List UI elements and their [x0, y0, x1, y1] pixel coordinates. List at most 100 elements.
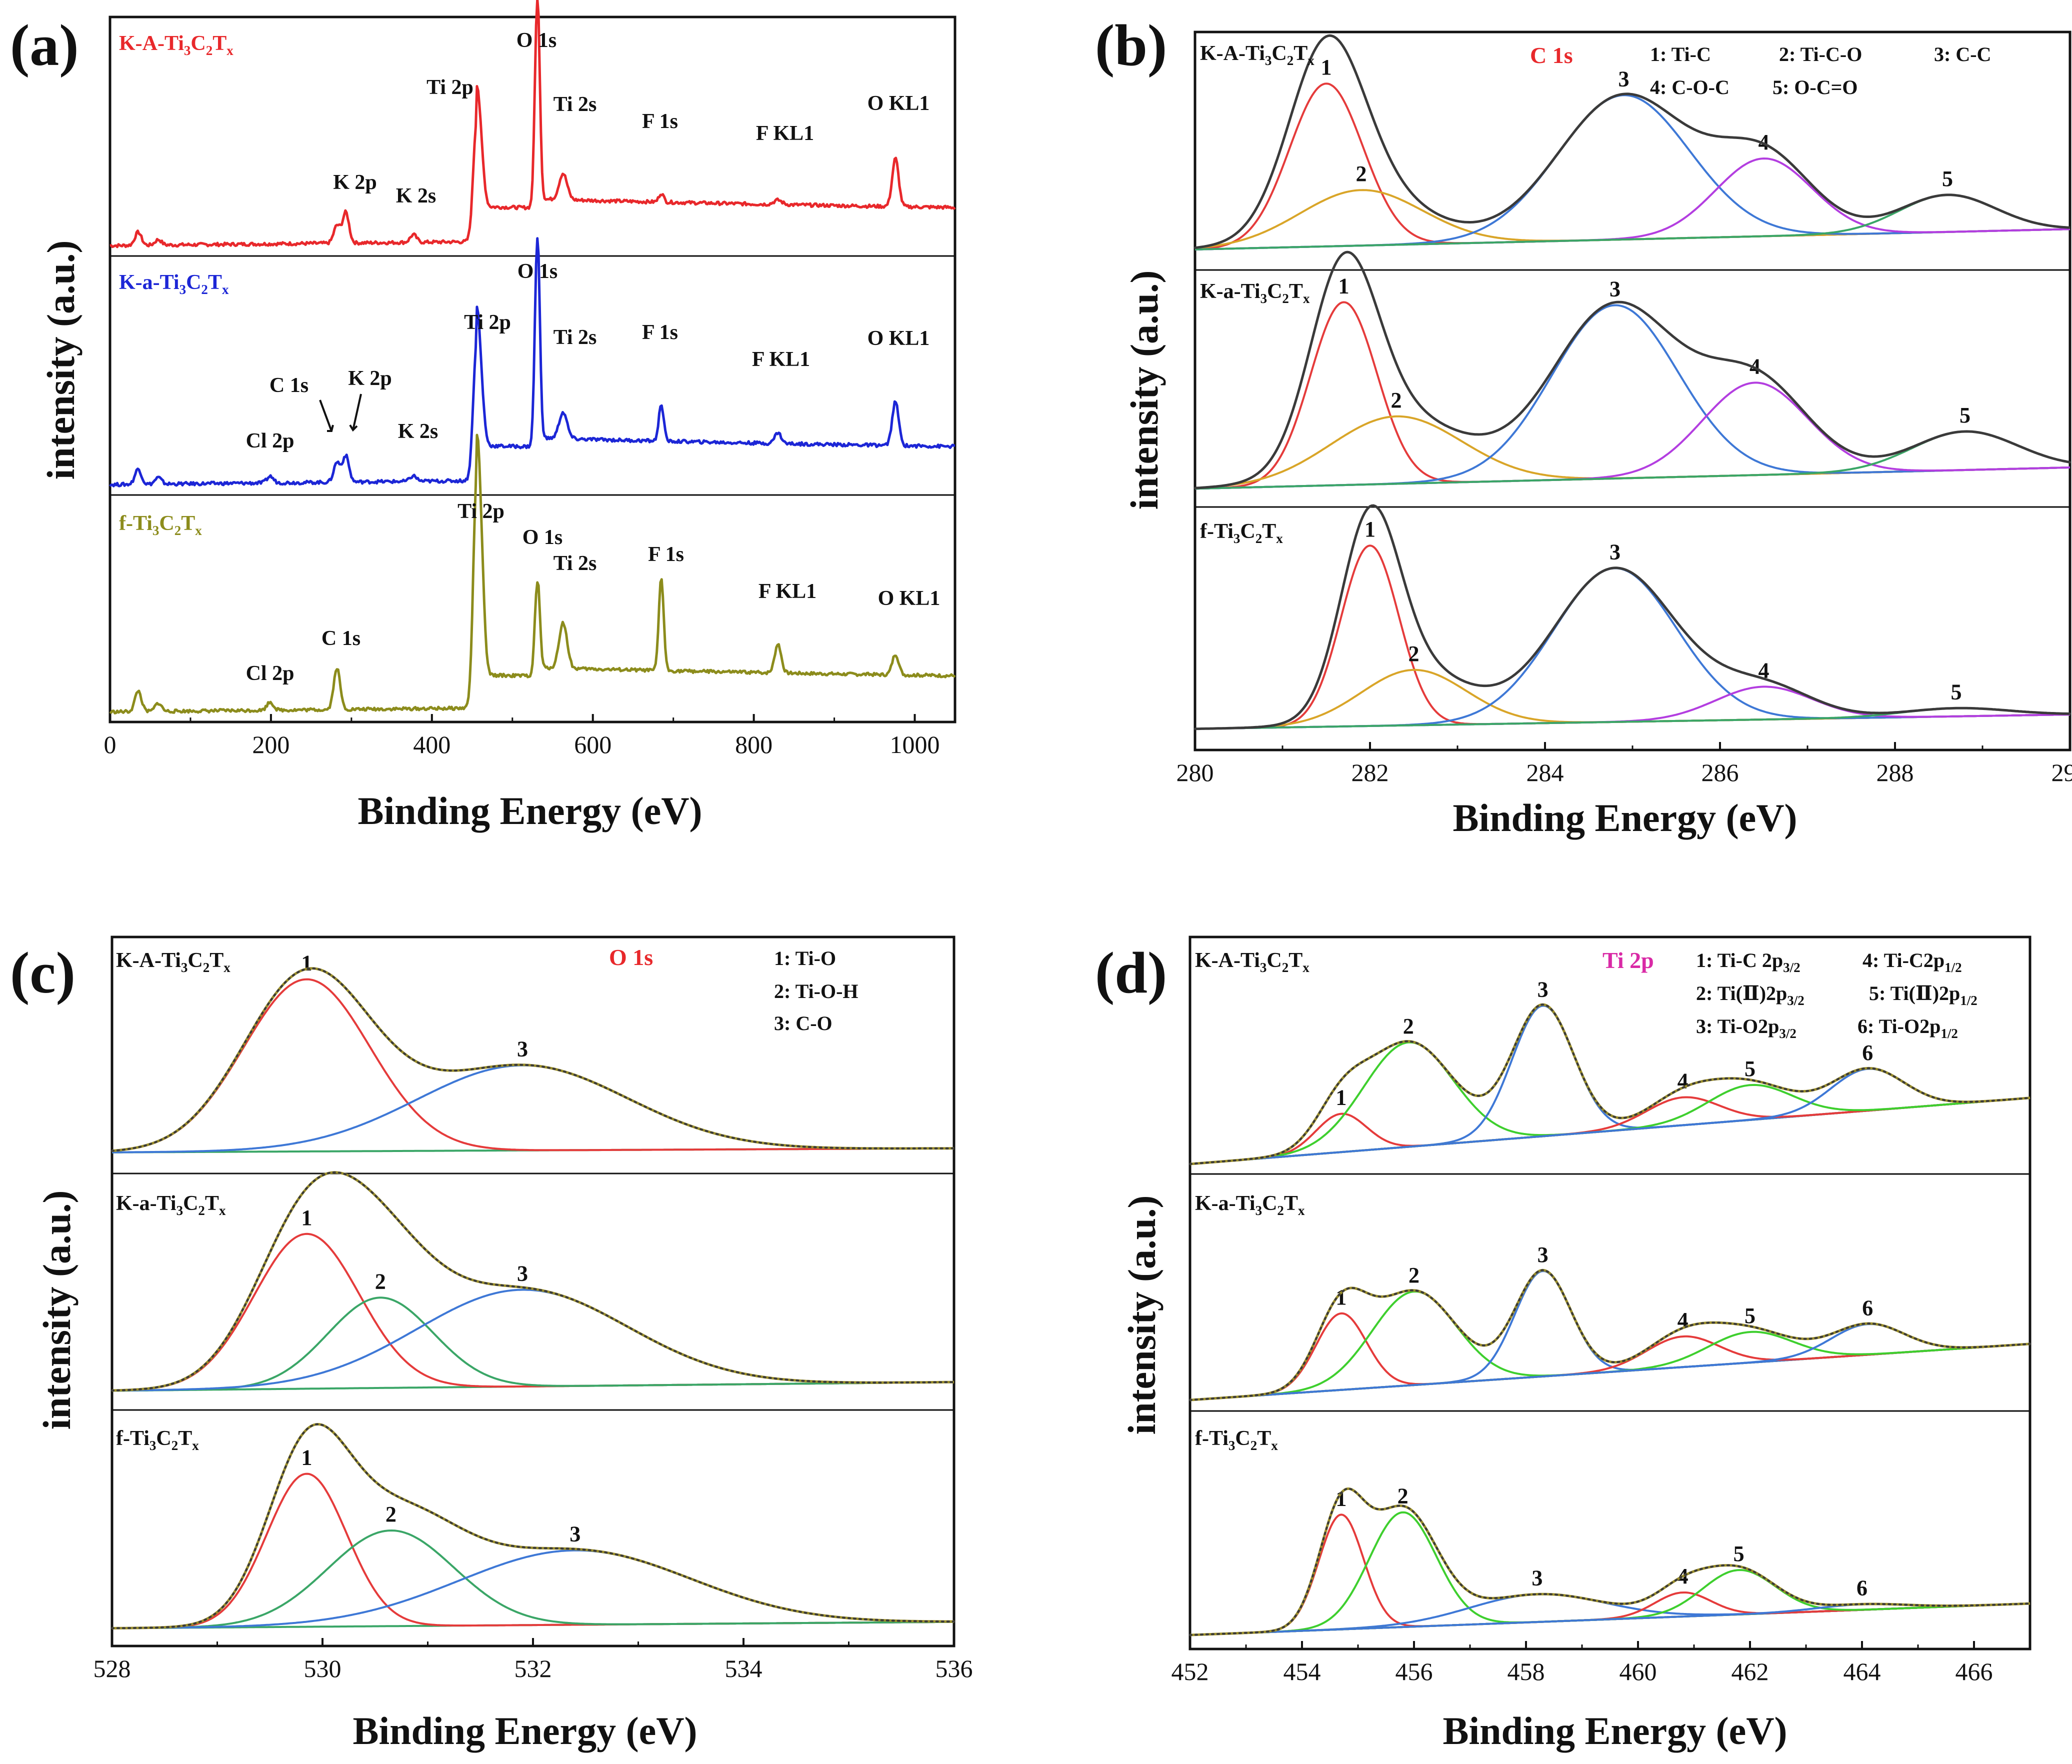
- raw-data-points: [1194, 251, 2071, 490]
- peak-label: 6: [1862, 1296, 1873, 1320]
- x-tick-label: 530: [304, 1654, 342, 1682]
- panel-c: (c) intensity (a.u.) Binding Energy (eV)…: [10, 936, 973, 1752]
- panel-a-annot: Ti 2s: [554, 93, 597, 116]
- peak-label: 5: [1744, 1056, 1756, 1081]
- peak-label: 3: [1532, 1566, 1542, 1590]
- raw-data-points: [111, 967, 955, 1152]
- panel-a-sample-label-f: f-Ti3C2Tx: [119, 512, 202, 538]
- fit-component: [1190, 1592, 2030, 1636]
- raw-data-points: [111, 1423, 955, 1630]
- panel-a-annot: O 1s: [522, 526, 563, 549]
- fit-envelope: [112, 1422, 954, 1630]
- panel-c-legend-item: 1: Ti-O: [774, 947, 836, 970]
- panel-c-region-label: O 1s: [609, 944, 653, 970]
- panel-a-y-axis-title: intensity (a.u.): [39, 240, 82, 480]
- peak-label: 3: [570, 1522, 580, 1546]
- x-tick-label: 200: [252, 730, 290, 758]
- panel-a-annot: Ti 2s: [554, 326, 597, 349]
- panel-a-survey-traces: [109, 0, 956, 714]
- fit-component: [1194, 82, 2070, 250]
- panel-b-legend-item: 5: O-C=O: [1772, 76, 1858, 98]
- x-tick-label: 532: [514, 1654, 552, 1682]
- panel-b-frame: [1194, 30, 2072, 752]
- peak-label: 3: [1538, 1242, 1548, 1267]
- x-tick-label: 282: [1352, 758, 1389, 786]
- x-tick-label: 400: [413, 730, 450, 758]
- x-tick-label: 528: [94, 1654, 131, 1682]
- panel-c-sample-label-f: f-Ti3C2Tx: [116, 1427, 199, 1453]
- panel-b-legend-item: 2: Ti-C-O: [1779, 43, 1862, 66]
- panel-b-letter: (b): [1095, 12, 1167, 78]
- panel-d: (d) intensity (a.u.) Binding Energy (eV)…: [1095, 936, 2032, 1752]
- fit-component: [112, 1472, 954, 1630]
- panel-a-annot-arrow: [319, 400, 332, 432]
- panel-d-sample-label-Ka: K-a-Ti3C2Tx: [1195, 1192, 1305, 1218]
- x-tick-label: 286: [1702, 758, 1739, 786]
- peak-label: 2: [1398, 1484, 1408, 1508]
- survey-trace: [109, 434, 956, 714]
- peak-label: 2: [1408, 1263, 1420, 1288]
- peak-label: 5: [1951, 680, 1962, 704]
- peak-label: 3: [517, 1037, 528, 1062]
- peak-label: 1: [301, 1206, 312, 1230]
- peak-label: 1: [1338, 274, 1350, 298]
- panel-a-annot: O KL1: [868, 92, 930, 115]
- peak-label: 5: [1744, 1304, 1756, 1328]
- panel-b-y-axis-title: intensity (a.u.): [1122, 270, 1166, 510]
- panel-a-annot: Ti 2p: [458, 500, 504, 523]
- panel-a-annot: F 1s: [642, 110, 678, 133]
- fit-component: [1194, 301, 2070, 490]
- fit-component: [112, 1296, 954, 1392]
- panel-c-sample-label-Ka: K-a-Ti3C2Tx: [116, 1192, 226, 1218]
- panel-a-annot-arrow: [352, 394, 362, 430]
- x-tick-label: 0: [104, 730, 116, 758]
- panel-b-x-axis-title: Binding Energy (eV): [1452, 796, 1797, 840]
- peak-label: 3: [1538, 977, 1548, 1002]
- fit-component: [1194, 94, 2070, 250]
- x-tick-label: 290: [2052, 758, 2072, 786]
- panel-a-sample-label-KA: K-A-Ti3C2Tx: [119, 32, 234, 58]
- peak-label: 2: [375, 1269, 386, 1294]
- peak-label: 5: [1960, 403, 1970, 428]
- panel-a-annot: C 1s: [322, 627, 360, 650]
- survey-trace: [109, 237, 956, 488]
- panel-a-annot: F KL1: [756, 122, 814, 145]
- panel-c-frame: [110, 936, 956, 1648]
- fit-component: [112, 1232, 954, 1392]
- peak-label: 6: [1856, 1576, 1868, 1600]
- x-tick-label: 454: [1284, 1658, 1321, 1686]
- peak-label: 1: [1321, 55, 1332, 80]
- panel-a-annot-arrow-head: [349, 424, 358, 432]
- peak-label: 3: [1618, 66, 1630, 91]
- peak-label: 1: [1364, 517, 1376, 542]
- x-tick-label: 458: [1508, 1658, 1545, 1686]
- fit-component: [112, 1064, 954, 1154]
- panel-d-legend-item: 6: Ti-O2p1/2: [1858, 1015, 1958, 1041]
- peak-label: 4: [1750, 354, 1760, 378]
- panel-a-annot: Cl 2p: [246, 662, 294, 685]
- panel-d-x-ticks: 452 454 456 458 460 462 464 466: [1172, 1641, 2031, 1686]
- peak-label: 2: [386, 1502, 396, 1526]
- peak-label: 3: [517, 1262, 528, 1286]
- peak-label: 4: [1758, 130, 1770, 154]
- fit-component: [112, 1288, 954, 1392]
- raw-data-points: [1189, 1488, 2031, 1636]
- panel-a-annot: F KL1: [752, 348, 810, 371]
- fit-envelope: [1190, 1268, 2030, 1402]
- fit-component: [1190, 1514, 2030, 1636]
- raw-data-points: [1189, 1269, 2031, 1401]
- peak-label: 5: [1734, 1542, 1744, 1566]
- fit-component: [1194, 707, 2070, 730]
- panel-b-sample-label-f: f-Ti3C2Tx: [1200, 520, 1283, 546]
- x-tick-label: 284: [1526, 758, 1564, 786]
- panel-d-legend-item: 2: Ti(Ⅱ)2p3/2: [1696, 982, 1804, 1008]
- peak-label: 1: [301, 1446, 312, 1470]
- panel-a-sample-label-Ka: K-a-Ti3C2Tx: [119, 271, 229, 297]
- panel-b-sample-label-KA: K-A-Ti3C2Tx: [1200, 42, 1314, 68]
- x-tick-label: 464: [1844, 1658, 1881, 1686]
- peak-label: 2: [1391, 388, 1402, 412]
- panel-a-annot: Cl 2p: [246, 430, 294, 452]
- panel-a-x-ticks: 0 200 400 600 800 1000: [104, 714, 940, 758]
